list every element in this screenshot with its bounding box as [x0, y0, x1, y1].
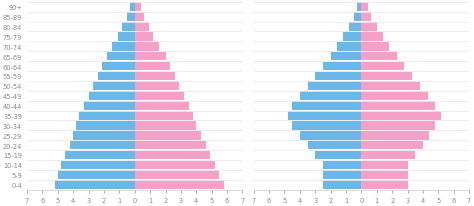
Bar: [300, 131, 361, 140]
Bar: [70, 141, 135, 150]
Bar: [127, 13, 135, 22]
Bar: [135, 141, 206, 150]
Bar: [361, 141, 423, 150]
Bar: [89, 92, 135, 101]
Bar: [337, 43, 361, 51]
Bar: [323, 180, 361, 189]
Bar: [361, 43, 389, 51]
Bar: [361, 102, 435, 110]
Bar: [315, 151, 361, 160]
Bar: [135, 53, 165, 61]
Bar: [361, 72, 412, 81]
Bar: [361, 92, 428, 101]
Bar: [300, 92, 361, 101]
Bar: [343, 33, 361, 42]
Bar: [292, 102, 361, 110]
Bar: [361, 151, 415, 160]
Bar: [135, 82, 179, 91]
Bar: [323, 62, 361, 71]
Bar: [107, 53, 135, 61]
Bar: [76, 121, 135, 130]
Bar: [292, 121, 361, 130]
Bar: [135, 43, 159, 51]
Bar: [130, 3, 135, 12]
Bar: [361, 33, 383, 42]
Bar: [308, 141, 361, 150]
Bar: [288, 112, 361, 120]
Bar: [361, 161, 408, 169]
Bar: [84, 102, 135, 110]
Bar: [135, 13, 144, 22]
Bar: [135, 3, 141, 12]
Bar: [65, 151, 135, 160]
Bar: [330, 53, 361, 61]
Bar: [135, 121, 196, 130]
Bar: [102, 62, 135, 71]
Bar: [135, 151, 210, 160]
Bar: [323, 161, 361, 169]
Bar: [135, 92, 184, 101]
Bar: [135, 23, 148, 32]
Bar: [93, 82, 135, 91]
Bar: [98, 72, 135, 81]
Bar: [135, 161, 215, 169]
Bar: [361, 131, 429, 140]
Bar: [315, 72, 361, 81]
Bar: [135, 72, 175, 81]
Bar: [135, 171, 219, 179]
Bar: [135, 102, 189, 110]
Bar: [112, 43, 135, 51]
Bar: [349, 23, 361, 32]
Bar: [361, 3, 367, 12]
Bar: [323, 171, 361, 179]
Bar: [135, 33, 153, 42]
Bar: [361, 112, 441, 120]
Bar: [361, 121, 435, 130]
Bar: [361, 13, 371, 22]
Bar: [361, 62, 404, 71]
Bar: [79, 112, 135, 120]
Bar: [308, 82, 361, 91]
Bar: [55, 180, 135, 189]
Bar: [122, 23, 135, 32]
Bar: [135, 131, 201, 140]
Bar: [361, 82, 420, 91]
Bar: [73, 131, 135, 140]
Bar: [58, 171, 135, 179]
Bar: [361, 171, 408, 179]
Bar: [118, 33, 135, 42]
Bar: [135, 112, 193, 120]
Bar: [361, 53, 397, 61]
Bar: [61, 161, 135, 169]
Bar: [135, 180, 224, 189]
Bar: [361, 180, 408, 189]
Bar: [354, 13, 361, 22]
Bar: [357, 3, 361, 12]
Bar: [361, 23, 377, 32]
Bar: [135, 62, 170, 71]
